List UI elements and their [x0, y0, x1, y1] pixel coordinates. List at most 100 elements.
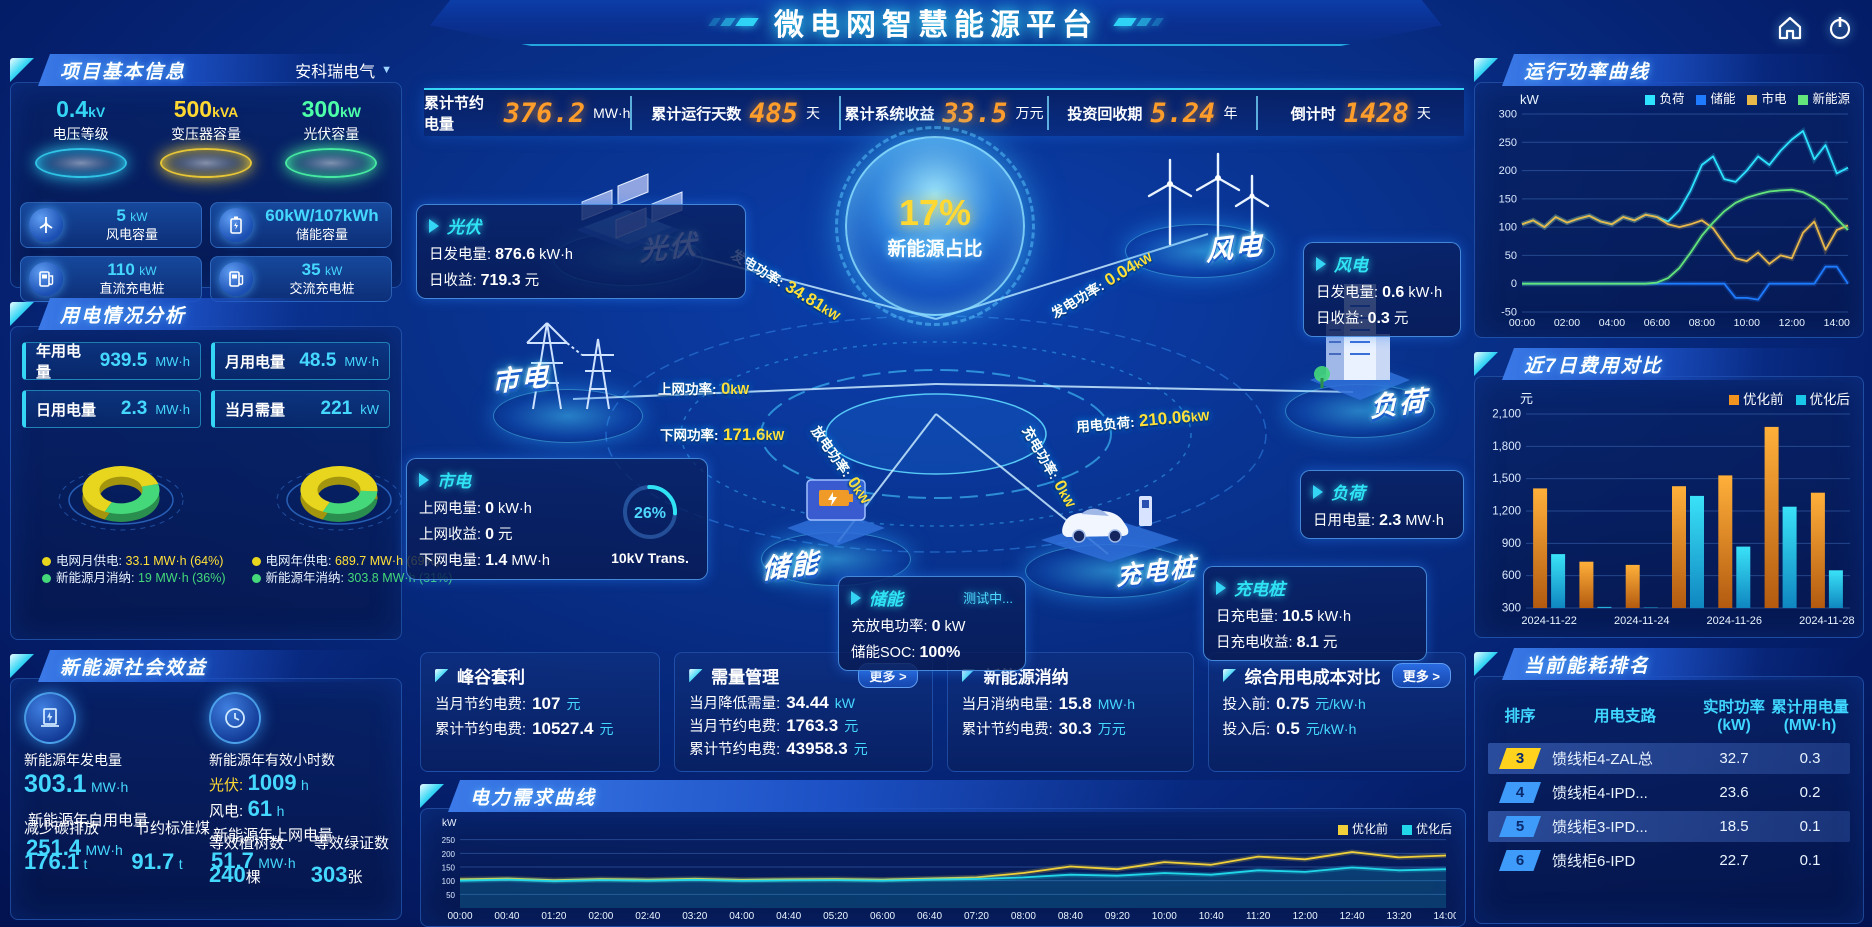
ranking-table: 排序 用电支路 实时功率 (kW) 累计用电量 (MW·h) 3 馈线柜4-ZAL总…: [1488, 694, 1850, 918]
card-ac-charger: 35 kW 交流充电桩: [210, 256, 392, 302]
svg-text:02:40: 02:40: [635, 911, 660, 922]
legend-before-optimize[interactable]: 优化前: [1337, 820, 1388, 837]
legend-before-optimize[interactable]: 优化前: [1729, 388, 1784, 408]
kpi-countdown: 倒计时 1428 天: [1255, 96, 1464, 130]
card-corner-icon: [1222, 668, 1237, 683]
svg-text:-50: -50: [1501, 307, 1517, 319]
legend-grid[interactable]: 市电: [1747, 88, 1786, 107]
renewable-share-orb: 17% 新能源占比: [835, 126, 1035, 326]
energy-flow-diagram: 17% 新能源占比 光伏: [406, 126, 1466, 671]
grid-node: 市电: [488, 309, 648, 443]
kpi-total-income: 累计系统收益 33.5 万元: [838, 96, 1047, 130]
svg-text:50: 50: [1505, 250, 1517, 262]
svg-text:2024-11-22: 2024-11-22: [1521, 615, 1576, 627]
panel-title: 新能源社会效益: [60, 657, 208, 679]
page-title: 微电网智慧能源平台: [774, 9, 1098, 42]
bottom-cards-row: 峰谷套利 当月节约电费: 107 元 累计节约电费: 10527.4 元 需量管…: [420, 652, 1466, 772]
svg-text:100: 100: [442, 877, 456, 886]
panel-title: 运行功率曲线: [1524, 61, 1651, 83]
card-corner-icon: [435, 668, 449, 683]
stat-day-usage: 日用电量 2.3 MW·h: [22, 390, 201, 428]
svg-text:900: 900: [1502, 538, 1521, 550]
svg-text:1,800: 1,800: [1492, 441, 1521, 453]
pedestal-voltage: 0.4kV 电压等级: [22, 96, 140, 178]
panel-corner-icon: [1474, 58, 1498, 82]
pedestal-pv-capacity: 300kW 光伏容量: [272, 96, 390, 178]
panel-demand-curve: 电力需求曲线 优化前 优化后 kW 50 100 150 200 250 00:00 00:…: [420, 778, 1466, 927]
panel-title: 当前能耗排名: [1524, 655, 1651, 677]
power-curve-chart: -50 0 50 100 150 200 250 300 00:00 02:00 04:00 06:0…: [1499, 109, 1851, 329]
cost-compare-chart: 300 600 900 1,200 1,500 1,800 2,100 2024-11-22 2…: [1492, 409, 1854, 628]
legend-load[interactable]: 负荷: [1645, 88, 1684, 107]
legend-storage[interactable]: 储能: [1696, 88, 1735, 107]
svg-text:600: 600: [1502, 570, 1521, 582]
svg-text:200: 200: [1499, 165, 1517, 177]
legend-after-optimize[interactable]: 优化后: [1401, 820, 1452, 837]
svg-text:100: 100: [1499, 222, 1517, 234]
battery-icon: [219, 208, 253, 242]
ac-charger-icon: [219, 262, 253, 296]
ev-car-illustration: [1041, 496, 1179, 562]
svg-text:04:00: 04:00: [729, 911, 754, 922]
donut-month: 电网月供电: 33.1 MW·h (64%) 新能源月消纳: 19 MW·h (…: [16, 444, 226, 587]
svg-text:2024-11-26: 2024-11-26: [1707, 615, 1762, 627]
svg-text:14:00: 14:00: [1824, 317, 1850, 329]
panel-title: 项目基本信息: [60, 61, 187, 83]
svg-text:07:20: 07:20: [964, 911, 989, 922]
header-decor-left: [708, 18, 759, 26]
demand-curve-chart: 50 100 150 200 250 00:00 00:40 01:20 02:00 02:40 0…: [442, 836, 1459, 922]
card-dc-charger: 110 kW 直流充电桩: [20, 256, 202, 302]
grid-info-box: 市电 上网电量: 0 kW·h 上网收益: 0 元 下网电量: 1.4 MW·h…: [406, 458, 708, 580]
company-dropdown[interactable]: 安科瑞电气 ▼: [295, 64, 392, 81]
stat-month-demand: 当月需量 221 kW: [211, 390, 390, 428]
svg-text:300: 300: [1502, 603, 1521, 615]
panel-title: 电力需求曲线: [470, 787, 597, 809]
flow-import-power: 下网功率: 171.6kW: [660, 425, 785, 444]
legend-renewable[interactable]: 新能源: [1798, 88, 1850, 107]
header-decor-right: [1113, 18, 1164, 26]
home-icon[interactable]: [1776, 14, 1804, 47]
load-node-label: 负荷: [1369, 385, 1429, 423]
power-icon[interactable]: [1826, 14, 1854, 47]
card-cost-compare: 综合用电成本对比 更多 > 投入前: 0.75 元/kW·h 投入后: 0.5 元…: [1207, 652, 1466, 772]
wind-info-box: 风电 日发电量: 0.6 kW·h 日收益: 0.3 元: [1303, 242, 1461, 337]
panel-energy-ranking: 当前能耗排名 排序 用电支路 实时功率 (kW) 累计用电量 (MW·h) 3 馈线…: [1474, 646, 1864, 924]
svg-text:150: 150: [1499, 193, 1517, 205]
panel-corner-icon: [1474, 652, 1498, 676]
table-row: 4 馈线柜4-IPD... 23.6 0.2: [1488, 777, 1850, 808]
benefit-hours: 新能源年有效小时数 光伏: 1009 h 风电: 61 h 新能源年上网电量 等…: [209, 692, 394, 887]
svg-text:2024-11-28: 2024-11-28: [1799, 615, 1854, 627]
transformer-gauge: 26% 10kV Trans.: [607, 481, 693, 566]
svg-text:00:00: 00:00: [447, 911, 472, 922]
svg-text:250: 250: [442, 836, 456, 845]
pedestal-transformer: 500kVA 变压器容量: [147, 96, 265, 178]
legend-renewable-month: 新能源月消纳: 19 MW·h (36%): [42, 570, 226, 587]
demand-ylabel: kW: [442, 818, 457, 829]
flow-export-power: 上网功率: 0kW: [658, 379, 750, 398]
svg-text:150: 150: [442, 864, 456, 873]
legend-after-optimize[interactable]: 优化后: [1795, 388, 1850, 408]
panel-corner-icon: [10, 302, 34, 326]
svg-text:04:00: 04:00: [1599, 317, 1625, 329]
wind-turbines-illustration: [1147, 152, 1270, 246]
cost-more-button[interactable]: 更多 >: [1391, 663, 1451, 688]
arrow-icon: [419, 472, 429, 487]
svg-text:04:40: 04:40: [776, 911, 801, 922]
panel-corner-icon: [1474, 352, 1498, 376]
svg-text:1,500: 1,500: [1492, 473, 1521, 485]
panel-corner-icon: [420, 784, 444, 808]
power-ylabel: kW: [1520, 92, 1539, 107]
svg-text:10:00: 10:00: [1734, 317, 1760, 329]
donut-year-chart: [276, 466, 402, 531]
donut-month-chart: [58, 466, 184, 531]
grid-node-label: 市电: [491, 360, 551, 398]
pv-info-box: 光伏 日发电量: 876.6 kW·h 日收益: 719.3 元: [416, 204, 746, 299]
gauge-percent: 26%: [634, 505, 666, 522]
panel-power-curve: 运行功率曲线 kW 负荷 储能 市电 新能源 -50 0 50 100 150 200 25…: [1474, 52, 1864, 338]
renewable-share-label: 新能源占比: [887, 238, 983, 260]
arrow-icon: [1316, 256, 1326, 271]
clock-icon: [209, 692, 261, 744]
svg-text:00:40: 00:40: [494, 911, 519, 922]
svg-text:0: 0: [1511, 278, 1517, 290]
chevron-down-icon: ▼: [381, 64, 392, 76]
